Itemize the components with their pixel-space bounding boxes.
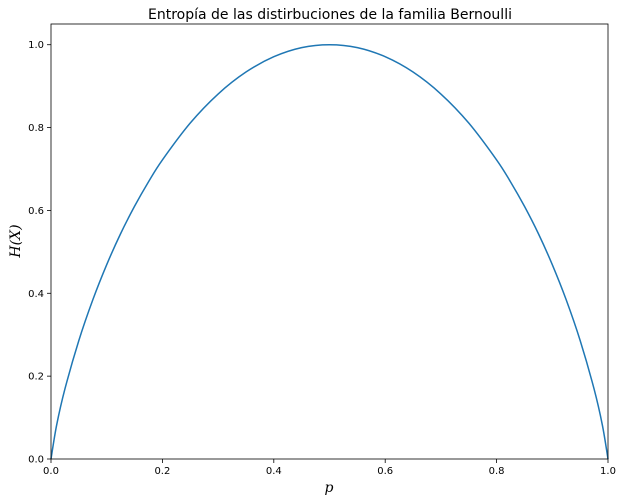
y-tick-label: 0.8 — [28, 123, 44, 134]
y-tick-label: 0.0 — [28, 455, 44, 466]
x-tick-label: 0.2 — [154, 466, 170, 477]
x-tick-label: 1.0 — [600, 466, 616, 477]
x-tick-label: 0.6 — [377, 466, 393, 477]
x-tick-label: 0.0 — [43, 466, 59, 477]
y-tick-label: 0.4 — [28, 289, 44, 300]
plot-area — [51, 24, 608, 459]
y-tick-label: 0.2 — [28, 372, 44, 383]
y-axis-label: H(X) — [8, 224, 24, 258]
y-tick-label: 0.6 — [28, 206, 44, 217]
y-tick-label: 1.0 — [28, 40, 44, 51]
axes-frame — [50, 23, 609, 460]
chart-title: Entropía de las distirbuciones de la fam… — [148, 7, 512, 23]
x-tick-label: 0.4 — [266, 466, 282, 477]
x-axis-label: p — [325, 480, 334, 496]
axes-background — [51, 24, 608, 459]
x-axis-ticks: 0.0 0.2 0.4 0.6 0.8 1.0 — [43, 459, 616, 477]
series-line — [50, 43, 609, 460]
y-axis-ticks: 0.0 0.2 0.4 0.6 0.8 1.0 — [28, 40, 51, 466]
x-tick-label: 0.8 — [489, 466, 505, 477]
